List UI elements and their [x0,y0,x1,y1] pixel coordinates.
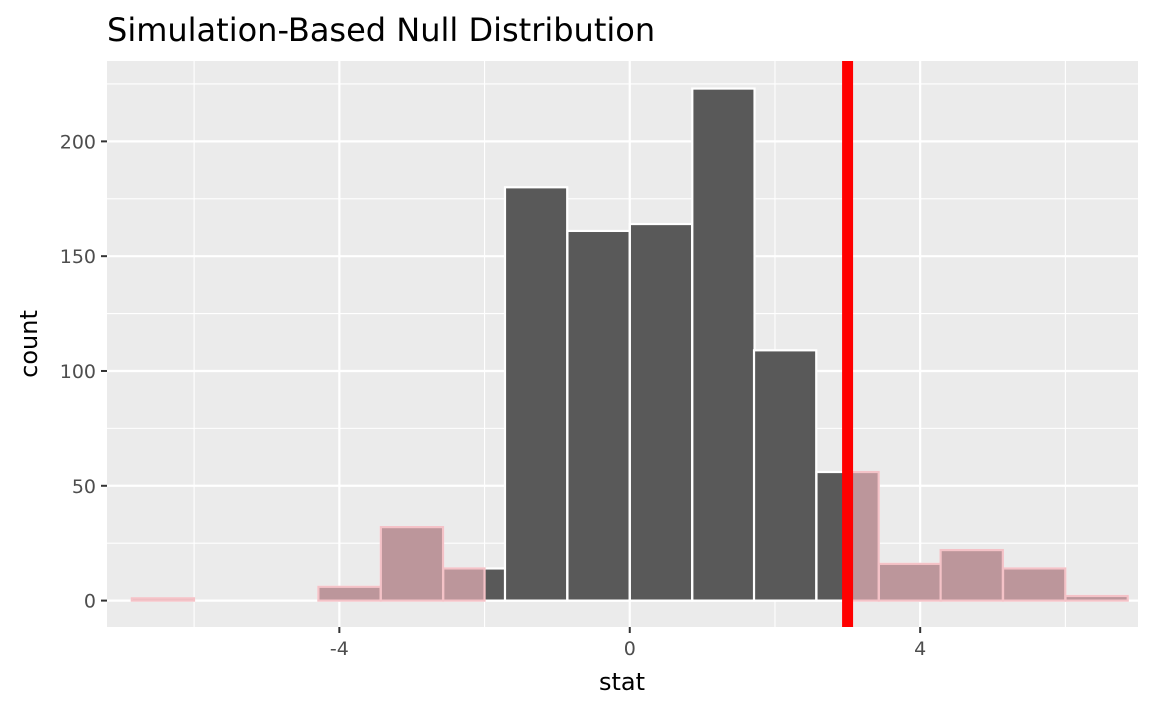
shaded-bar-segment [1064,594,1129,602]
shaded-bar-segment [317,585,382,602]
x-tick-label: -4 [330,638,349,660]
x-tick-label: 4 [914,638,926,660]
x-axis: -4 0 4 [330,627,926,660]
shaded-bar-segment [130,597,196,602]
shaded-bar-segment [379,526,445,602]
shaded-bar-segment [442,567,486,602]
histogram-bar [691,87,756,602]
histogram-bar [752,349,818,602]
shaded-bar-segment [877,562,943,602]
histogram-bar [566,229,631,602]
chart-title: Simulation-Based Null Distribution [107,11,655,49]
x-tick-label: 0 [624,638,636,660]
y-tick-label: 0 [84,591,96,613]
shaded-bar-segment [1001,567,1067,602]
x-axis-title: stat [599,668,645,696]
y-axis-title: count [15,310,43,378]
y-axis: 0 50 100 150 200 [60,131,107,613]
y-tick-label: 50 [72,476,96,498]
y-tick-label: 100 [60,361,96,383]
y-tick-label: 200 [60,131,96,153]
y-tick-label: 150 [60,246,96,268]
shaded-bar-segment [939,548,1004,602]
histogram-bar [628,222,694,602]
histogram-bar [503,186,569,602]
